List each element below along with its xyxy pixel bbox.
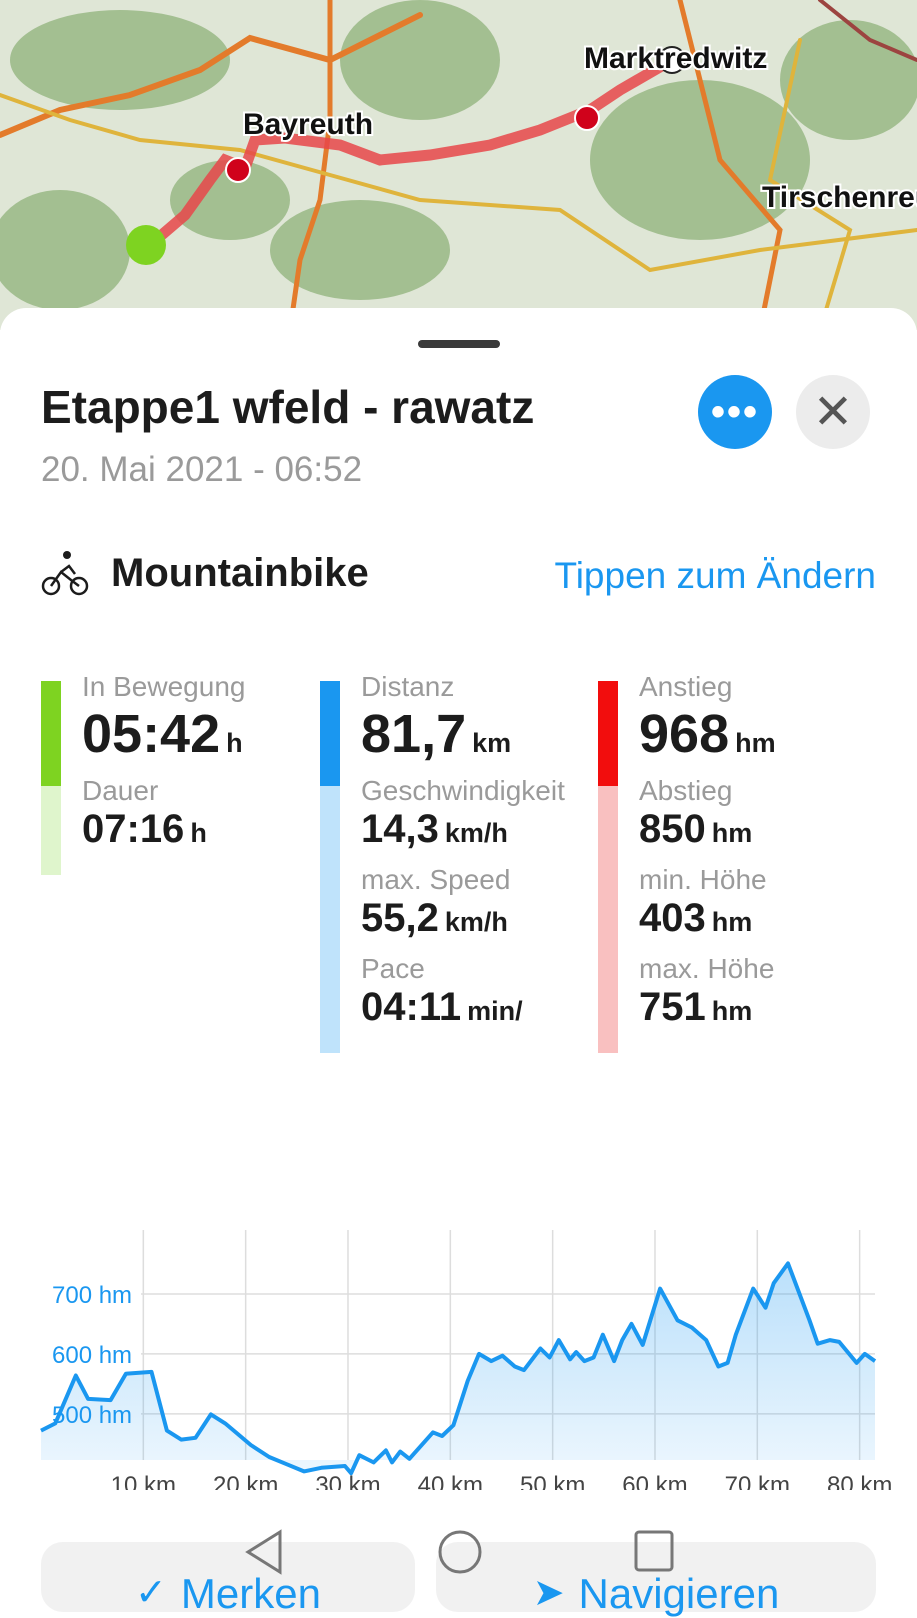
stat-unit: km [472,728,512,758]
stat-label: max. Höhe [639,953,775,984]
stat-value: 04:11 [361,985,462,1029]
recents-icon[interactable] [632,1528,676,1576]
elevation-area [41,1263,875,1474]
stat-label: Anstieg [639,671,733,702]
stat-bar-secondary [41,786,61,875]
stat-value: 07:16 [82,807,185,851]
stat-value: 55,2 [361,896,439,940]
x-tick-label: 30 km [315,1472,380,1490]
tour-date: 20. Mai 2021 - 06:52 [41,450,363,489]
stat-unit: min/ [467,996,523,1026]
stat-item: Pace 04:11 min/ [361,953,523,1030]
stat-item: Dauer 07:16 h [82,775,207,852]
x-tick-label: 70 km [725,1472,790,1490]
sport-type-row[interactable]: Mountainbike [41,548,369,598]
stat-item: Abstieg 850 hm [639,775,752,852]
stat-unit: hm [711,818,753,848]
stat-bar-primary [598,681,618,786]
stat-unit: h [226,728,243,758]
map-label-tirschenreuth: Tirschenreuth [762,181,917,214]
more-button[interactable]: ••• [698,375,772,449]
elevation-chart[interactable]: 10 km 20 km 30 km 40 km 50 km 60 km 70 km 80 km… [0,1230,917,1490]
close-button[interactable]: ✕ [796,375,870,449]
stat-item: min. Höhe 403 hm [639,864,767,941]
stat-value: 968 [639,704,730,764]
stat-label: Distanz [361,671,455,702]
save-label: Merken [180,1570,321,1617]
stat-label: Geschwindigkeit [361,775,565,806]
stat-value: 05:42 [82,704,221,764]
stat-label: In Bewegung [82,671,246,702]
finish-marker [658,46,686,74]
stat-unit: hm [735,728,776,758]
home-icon[interactable] [436,1528,484,1576]
stat-item: In Bewegung 05:42 h [82,671,245,765]
stat-item: max. Höhe 751 hm [639,953,774,1030]
stat-item: Geschwindigkeit 14,3 km/h [361,775,565,852]
back-icon[interactable] [242,1528,286,1576]
stat-value: 81,7 [361,704,467,764]
stat-unit: h [190,818,207,848]
stat-value: 751 [639,985,706,1029]
stat-bar-primary [41,681,61,786]
sport-label: Mountainbike [111,550,369,595]
stat-item: Anstieg 968 hm [639,671,776,765]
stat-label: max. Speed [361,864,511,895]
direction-marker [225,157,251,183]
x-tick-label: 50 km [520,1472,585,1490]
mountainbike-icon [41,551,89,596]
stat-label: Dauer [82,775,159,806]
stat-label: Abstieg [639,775,733,806]
close-icon: ✕ [812,386,854,439]
stat-item: Distanz 81,7 km [361,671,511,765]
stat-unit: km/h [444,818,508,848]
stat-label: min. Höhe [639,864,767,895]
x-tick-label: 80 km [827,1472,892,1490]
stat-unit: km/h [444,907,508,937]
x-tick-label: 10 km [111,1472,176,1490]
start-marker [126,225,166,265]
drag-handle[interactable] [418,340,500,348]
stat-unit: hm [711,996,753,1026]
map-label-marktredwitz: Marktredwitz [584,42,767,75]
stat-value: 403 [639,896,706,940]
stat-value: 14,3 [361,807,439,851]
stat-unit: hm [711,907,753,937]
save-button[interactable]: ✓ Merken [41,1542,415,1617]
stat-item: max. Speed 55,2 km/h [361,864,510,941]
change-sport-link[interactable]: Tippen zum Ändern [554,555,876,596]
x-tick-label: 60 km [622,1472,687,1490]
stat-bar-secondary [320,786,340,1053]
stat-bar-primary [320,681,340,786]
x-tick-label: 20 km [213,1472,278,1490]
stat-bar-secondary [598,786,618,1053]
elevation-line [40,1261,877,1476]
navigate-label: Navigieren [578,1570,780,1617]
direction-marker [574,105,600,131]
more-horizontal-icon: ••• [710,389,759,434]
navigation-arrow-icon: ➤ [532,1572,565,1614]
x-tick-label: 40 km [418,1472,483,1490]
check-circle-icon: ✓ [135,1572,167,1614]
stat-value: 850 [639,807,706,851]
y-tick-label: 600 hm [52,1342,132,1369]
y-tick-label: 700 hm [52,1282,132,1309]
route-map[interactable]: Marktredwitz Bayreuth Tirschenreuth [0,0,917,330]
map-label-bayreuth: Bayreuth [243,108,373,141]
tour-title: Etappe1 wfeld - rawatz [41,381,535,433]
stat-label: Pace [361,953,425,984]
